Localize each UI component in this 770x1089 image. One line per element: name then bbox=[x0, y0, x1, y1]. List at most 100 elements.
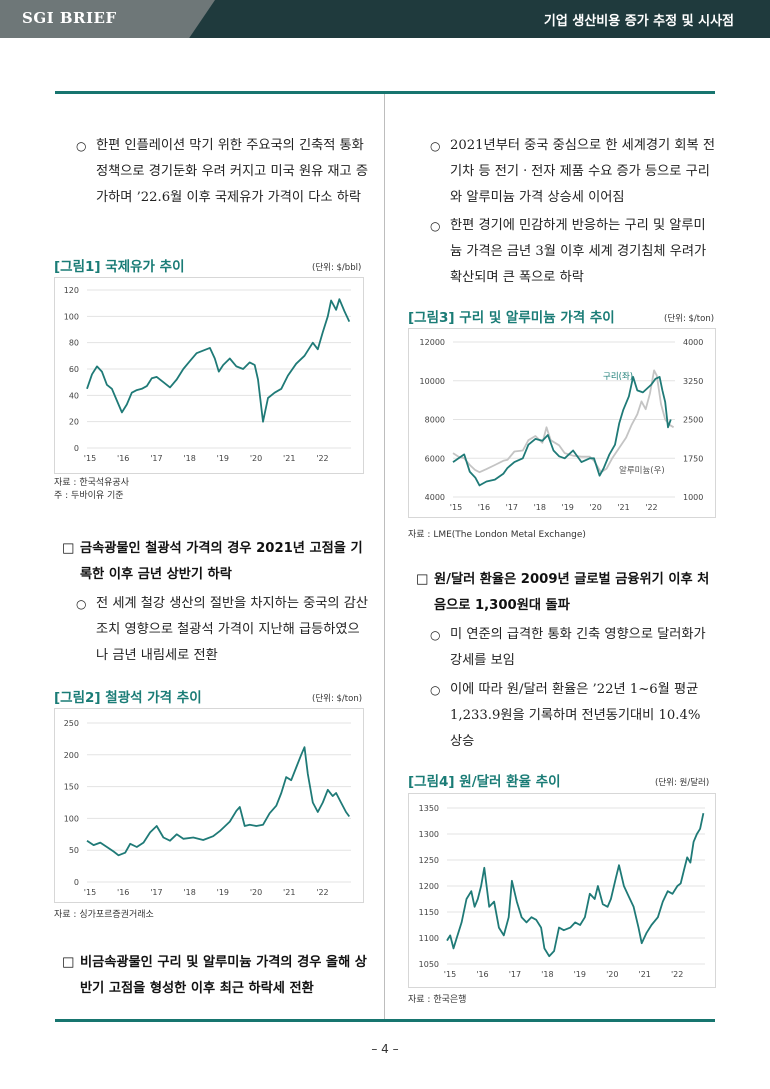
y-tick-label: 150 bbox=[64, 783, 79, 792]
y-tick-label: 60 bbox=[69, 365, 79, 374]
x-tick-label: '21 bbox=[283, 454, 295, 463]
copper-series-label: 구리(좌) bbox=[603, 372, 633, 382]
top-divider bbox=[55, 91, 715, 94]
circle-bullet-icon: ○ bbox=[430, 683, 441, 697]
x-tick-label: '20 bbox=[250, 454, 262, 463]
x-tick-label: '16 bbox=[476, 970, 488, 979]
y-tick-label: 1350 bbox=[419, 804, 439, 813]
series-line bbox=[86, 298, 351, 423]
copper-series-line bbox=[452, 376, 672, 487]
y-right-tick-label: 4000 bbox=[683, 338, 703, 347]
oil-price-chart: 0 20 40 60 80 100 120 '15 '16 '17 '18 '19 '20 '21 '22 bbox=[64, 286, 351, 463]
left-section-1: □ 금속광물인 철광석 가격의 경우 2021년 고점을 기록한 이후 금년 상… bbox=[62, 536, 368, 588]
y-tick-label: 100 bbox=[64, 814, 79, 823]
series-line bbox=[446, 813, 705, 958]
section-text: 금속광물인 철광석 가격의 경우 2021년 고점을 기록한 이후 금년 상반기… bbox=[80, 541, 363, 582]
figure-1-source: 자료 : 한국석유공사 주 : 두바이유 기준 bbox=[54, 477, 129, 503]
y-tick-label: 6000 bbox=[425, 454, 445, 463]
y-tick-label: 50 bbox=[69, 846, 79, 855]
paragraph-text: 이에 따라 원/달러 환율은 ’22년 1~6월 평균 1,233.9원을 기록… bbox=[450, 682, 701, 749]
x-tick-label: '19 bbox=[562, 503, 574, 512]
square-bullet-icon: □ bbox=[416, 572, 429, 587]
exchange-rate-chart: 1050 1100 1150 1200 1250 1300 1350 '15 '16 '17 '18… bbox=[419, 804, 705, 979]
y-tick-label: 1150 bbox=[419, 908, 439, 917]
x-tick-label: '22 bbox=[316, 454, 328, 463]
right-paragraph-1: ○ 2021년부터 중국 중심으로 한 세계경기 회복 전기차 등 전기ㆍ전자 … bbox=[430, 133, 716, 211]
y-right-tick-label: 3250 bbox=[683, 377, 703, 386]
circle-bullet-icon: ○ bbox=[76, 139, 87, 153]
copper-aluminum-chart: 4000 6000 8000 10000 12000 1000 1750 2500 3250 40… bbox=[420, 338, 704, 512]
y-tick-label: 8000 bbox=[425, 416, 445, 425]
figure-2-unit: (단위: $/ton) bbox=[312, 694, 363, 704]
section-text: 비금속광물인 구리 및 알루미늄 가격의 경우 올해 상반기 고점을 형성한 이… bbox=[80, 955, 367, 996]
x-tick-label: '19 bbox=[574, 970, 586, 979]
figure-4-unit: (단위: 원/달러) bbox=[655, 778, 710, 788]
x-tick-label: '18 bbox=[183, 888, 195, 897]
right-section-1: □ 원/달러 환율은 2009년 글로벌 금융위기 이후 처음으로 1,300원… bbox=[416, 567, 716, 619]
iron-ore-chart: 0 50 100 150 200 250 '15 '16 '17 '18 '19 '20 '21 '22 bbox=[64, 719, 351, 897]
series-line bbox=[86, 746, 351, 857]
y-tick-label: 1050 bbox=[419, 960, 439, 969]
x-tick-label: '17 bbox=[509, 970, 521, 979]
figure-3-source: 자료 : LME(The London Metal Exchange) bbox=[408, 530, 586, 540]
x-tick-label: '17 bbox=[506, 503, 518, 512]
figure-3-title: [그림3] 구리 및 알루미늄 가격 추이 bbox=[408, 310, 615, 326]
figure-4-source: 자료 : 한국은행 bbox=[408, 995, 467, 1005]
x-tick-label: '19 bbox=[217, 888, 229, 897]
y-tick-label: 10000 bbox=[420, 377, 445, 386]
aluminum-series-line bbox=[452, 369, 675, 474]
x-tick-label: '16 bbox=[117, 454, 129, 463]
y-tick-label: 4000 bbox=[425, 493, 445, 502]
y-right-tick-label: 1750 bbox=[683, 454, 703, 463]
left-paragraph-1: ○ 한편 인플레이션 막기 위한 주요국의 긴축적 통화정책으로 경기둔화 우려… bbox=[76, 133, 368, 211]
source-text: 자료 : 한국석유공사 bbox=[54, 478, 129, 488]
y-tick-label: 20 bbox=[69, 418, 79, 427]
document-title: 기업 생산비용 증가 추정 및 시사점 bbox=[543, 14, 734, 29]
x-tick-label: '18 bbox=[541, 970, 553, 979]
x-tick-label: '22 bbox=[671, 970, 683, 979]
page-header: SGI BRIEF 기업 생산비용 증가 추정 및 시사점 bbox=[0, 0, 770, 38]
figure-3-chart: 4000 6000 8000 10000 12000 1000 1750 2500 3250 40… bbox=[408, 328, 716, 518]
y-tick-label: 200 bbox=[64, 751, 79, 760]
y-tick-label: 1250 bbox=[419, 856, 439, 865]
figure-4-chart: 1050 1100 1150 1200 1250 1300 1350 '15 '16 '17 '18… bbox=[408, 793, 716, 988]
x-tick-label: '20 bbox=[250, 888, 262, 897]
x-tick-label: '18 bbox=[534, 503, 546, 512]
y-tick-label: 0 bbox=[74, 878, 79, 887]
y-tick-label: 0 bbox=[74, 444, 79, 453]
circle-bullet-icon: ○ bbox=[76, 597, 87, 611]
x-tick-label: '16 bbox=[478, 503, 490, 512]
x-tick-label: '17 bbox=[150, 454, 162, 463]
brand-label: SGI BRIEF bbox=[22, 9, 117, 27]
left-section-2: □ 비금속광물인 구리 및 알루미늄 가격의 경우 올해 상반기 고점을 형성한… bbox=[62, 950, 368, 1002]
y-right-tick-label: 1000 bbox=[683, 493, 703, 502]
note-text: 주 : 두바이유 기준 bbox=[54, 491, 124, 501]
x-tick-label: '22 bbox=[645, 503, 657, 512]
circle-bullet-icon: ○ bbox=[430, 628, 441, 642]
y-tick-label: 40 bbox=[69, 391, 79, 400]
figure-2-title: [그림2] 철광석 가격 추이 bbox=[54, 690, 202, 706]
y-tick-label: 1100 bbox=[419, 934, 439, 943]
figure-3-unit: (단위: $/ton) bbox=[664, 314, 715, 324]
bottom-divider bbox=[55, 1019, 715, 1022]
y-tick-label: 80 bbox=[69, 339, 79, 348]
y-tick-label: 12000 bbox=[420, 338, 445, 347]
square-bullet-icon: □ bbox=[62, 541, 75, 556]
square-bullet-icon: □ bbox=[62, 955, 75, 970]
right-paragraph-2: ○ 한편 경기에 민감하게 반응하는 구리 및 알루미늄 가격은 금년 3월 이… bbox=[430, 213, 716, 291]
right-paragraph-4: ○ 이에 따라 원/달러 환율은 ’22년 1~6월 평균 1,233.9원을 … bbox=[430, 677, 716, 755]
section-text: 원/달러 환율은 2009년 글로벌 금융위기 이후 처음으로 1,300원대 … bbox=[434, 572, 710, 613]
y-right-tick-label: 2500 bbox=[683, 416, 703, 425]
right-paragraph-3: ○ 미 연준의 급격한 통화 긴축 영향으로 달러화가 강세를 보임 bbox=[430, 622, 716, 674]
x-tick-label: '21 bbox=[639, 970, 651, 979]
figure-2-source: 자료 : 싱가포르증권거래소 bbox=[54, 910, 154, 920]
x-tick-label: '22 bbox=[316, 888, 328, 897]
x-tick-label: '19 bbox=[217, 454, 229, 463]
paragraph-text: 2021년부터 중국 중심으로 한 세계경기 회복 전기차 등 전기ㆍ전자 제품… bbox=[450, 138, 715, 205]
aluminum-series-label: 알루미늄(우) bbox=[619, 465, 665, 476]
figure-1-title: [그림1] 국제유가 추이 bbox=[54, 259, 185, 275]
x-tick-label: '17 bbox=[150, 888, 162, 897]
y-tick-label: 1200 bbox=[419, 882, 439, 891]
figure-2-chart: 0 50 100 150 200 250 '15 '16 '17 '18 '19 '20 '21 '22 bbox=[54, 708, 364, 903]
y-tick-label: 1300 bbox=[419, 830, 439, 839]
